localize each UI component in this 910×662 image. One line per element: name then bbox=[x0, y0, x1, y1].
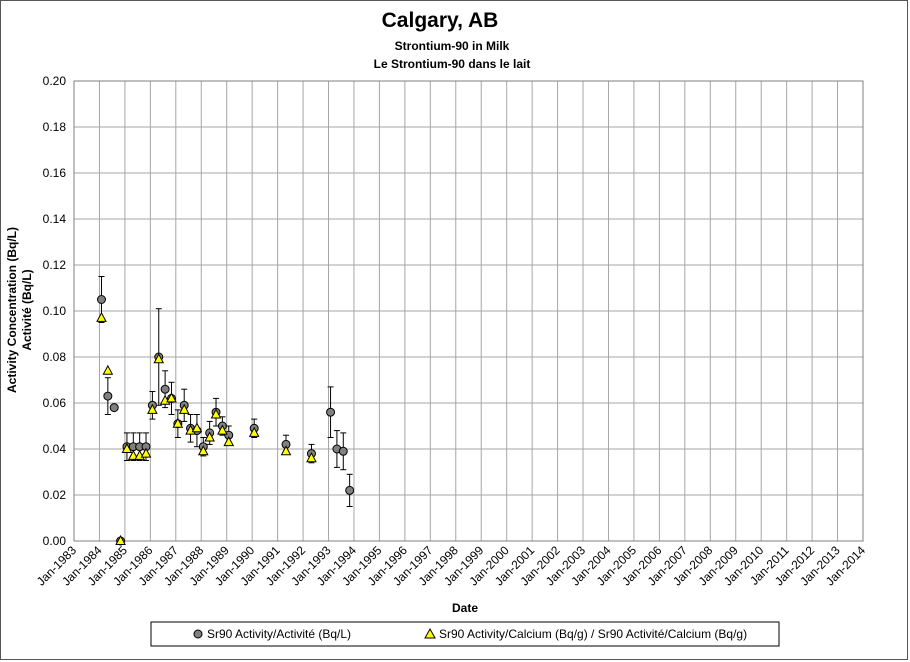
sr90-calcium-point bbox=[102, 364, 114, 375]
sr90-calcium-point bbox=[121, 442, 133, 453]
y-axis-label-2: Activité (Bq/L) bbox=[20, 269, 34, 350]
sr90-calcium-point bbox=[210, 408, 222, 419]
sr90-activity-point bbox=[160, 384, 170, 394]
sr90-calcium-point bbox=[115, 534, 126, 545]
y-tick-label: 0.20 bbox=[43, 74, 67, 88]
y-axis-label-1: Activity Concentration (Bq/L) bbox=[5, 227, 19, 393]
legend: Sr90 Activity/Activité (Bq/L) Sr90 Activ… bbox=[150, 621, 780, 647]
y-tick-label: 0.02 bbox=[43, 488, 67, 502]
sr90-calcium-point bbox=[217, 424, 228, 435]
data-marks bbox=[96, 295, 355, 546]
y-tick-label: 0.18 bbox=[43, 120, 67, 134]
legend-box bbox=[150, 621, 780, 647]
chart-subtitle-1: Strontium-90 in Milk bbox=[395, 39, 510, 53]
legend-circle-marker bbox=[193, 629, 203, 639]
plot-area-border bbox=[73, 80, 864, 542]
y-tick-label: 0.14 bbox=[43, 212, 67, 226]
x-axis-label: Date bbox=[452, 601, 478, 615]
y-tick-label: 0.10 bbox=[43, 304, 67, 318]
sr90-calcium-point bbox=[140, 447, 152, 458]
sr90-activity-point bbox=[109, 403, 119, 413]
sr90-calcium-point bbox=[306, 452, 317, 463]
sr90-calcium-point bbox=[178, 403, 190, 414]
sr90-activity-point bbox=[326, 407, 336, 417]
sr90-calcium-point bbox=[197, 445, 209, 456]
sr90-calcium-point bbox=[204, 431, 215, 442]
y-tick-label: 0.08 bbox=[43, 350, 67, 364]
chart-title: Calgary, AB bbox=[382, 9, 499, 32]
sr90-calcium-point bbox=[147, 403, 158, 414]
chart-subtitle-2: Le Strontium-90 dans le lait bbox=[374, 57, 531, 71]
sr90-calcium-point bbox=[153, 353, 165, 364]
y-tick-label: 0.16 bbox=[43, 166, 67, 180]
y-tick-label: 0.04 bbox=[43, 442, 67, 456]
sr90-calcium-point bbox=[166, 392, 177, 403]
sr90-activity-point bbox=[338, 446, 348, 456]
legend-entry-2: Sr90 Activity/Calcium (Bq/g) / Sr90 Acti… bbox=[439, 627, 747, 641]
sr90-calcium-point bbox=[191, 422, 203, 433]
sr90-calcium-point bbox=[127, 449, 139, 460]
y-tick-label: 0.12 bbox=[43, 258, 67, 272]
y-tick-label: 0.00 bbox=[43, 534, 67, 548]
sr90-calcium-point bbox=[223, 436, 235, 447]
y-tick-labels: 0.00 0.02 0.04 0.06 0.08 0.10 0.12 0.14 0.16 0.18… bbox=[43, 74, 67, 548]
sr90-activity-point bbox=[345, 485, 355, 495]
sr90-calcium-point bbox=[172, 417, 184, 428]
sr90-calcium-point bbox=[280, 445, 292, 456]
sr90-calcium-point bbox=[248, 426, 260, 437]
legend-triangle-marker bbox=[424, 627, 436, 639]
x-tick-labels: Jan-1983Jan-1984Jan-1985Jan-1986Jan-1987… bbox=[34, 543, 869, 589]
sr90-activity-point bbox=[96, 295, 106, 304]
legend-entry-1: Sr90 Activity/Activité (Bq/L) bbox=[207, 627, 351, 641]
y-tick-label: 0.06 bbox=[43, 396, 67, 410]
sr90-activity-point bbox=[103, 391, 113, 401]
grid bbox=[73, 80, 864, 542]
sr90-calcium-point bbox=[96, 311, 107, 322]
